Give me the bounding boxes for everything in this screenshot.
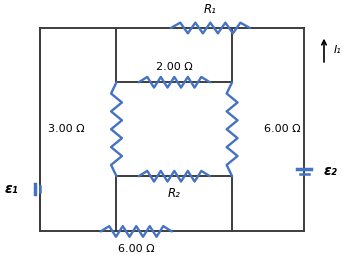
Text: R₂: R₂	[168, 187, 181, 200]
Text: 6.00 Ω: 6.00 Ω	[264, 124, 300, 134]
Text: ε₁: ε₁	[5, 182, 19, 196]
Text: R₁: R₁	[204, 3, 217, 16]
Text: 2.00 Ω: 2.00 Ω	[156, 62, 193, 71]
Text: 6.00 Ω: 6.00 Ω	[118, 244, 155, 254]
Text: ε₂: ε₂	[324, 164, 338, 178]
Text: 3.00 Ω: 3.00 Ω	[48, 124, 85, 134]
Text: I₁: I₁	[334, 45, 342, 55]
